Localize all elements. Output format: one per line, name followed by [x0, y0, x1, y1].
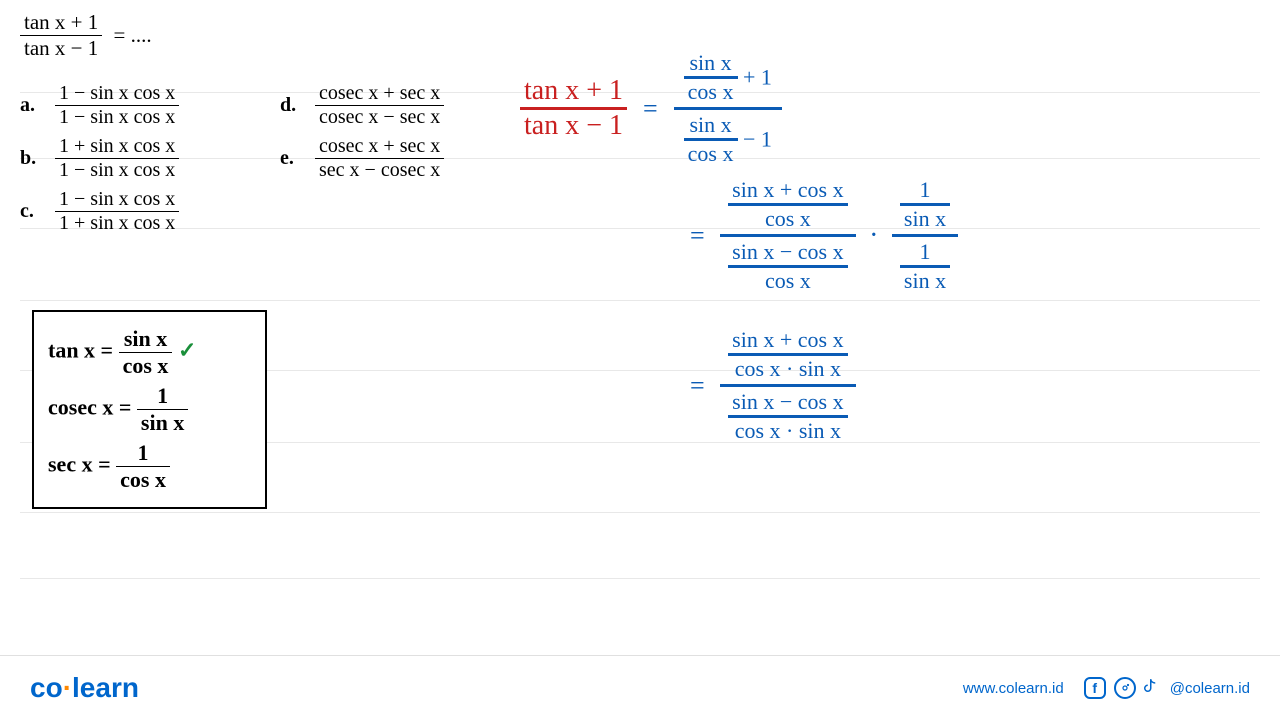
handwritten-step-3: = sin x + cos x cos x · sin x sin x − co…: [690, 325, 856, 446]
logo: co·learn: [30, 672, 139, 704]
option-c: c. 1 − sin x cos x 1 + sin x cos x: [20, 188, 179, 235]
content-area: tan x + 1 tan x − 1 = .... a. 1 − sin x …: [20, 0, 1260, 650]
tan-identity: tan x = sin x cos x ✓: [48, 326, 251, 379]
option-e: e. cosec x + sec x sec x − cosec x: [280, 135, 444, 182]
handwritten-step-1: tan x + 1 tan x − 1 = sin x cos x + 1 si…: [520, 48, 782, 169]
option-d: d. cosec x + sec x cosec x − sec x: [280, 82, 444, 129]
options-column-2: d. cosec x + sec x cosec x − sec x e. co…: [280, 82, 444, 188]
option-b: b. 1 + sin x cos x 1 − sin x cos x: [20, 135, 179, 182]
footer-url: www.colearn.id: [963, 680, 1064, 697]
problem-denominator: tan x − 1: [20, 36, 102, 61]
problem-numerator: tan x + 1: [20, 10, 102, 36]
identity-box: tan x = sin x cos x ✓ cosec x = 1 sin x …: [32, 310, 267, 509]
option-a: a. 1 − sin x cos x 1 − sin x cos x: [20, 82, 179, 129]
facebook-icon: f: [1084, 677, 1106, 699]
sec-identity: sec x = 1 cos x: [48, 440, 251, 493]
instagram-icon: [1114, 677, 1136, 699]
footer-handle: @colearn.id: [1170, 680, 1250, 697]
check-icon: ✓: [178, 338, 196, 363]
handwritten-step-2: = sin x + cos x cos x sin x − cos x cos …: [690, 175, 958, 296]
problem-statement: tan x + 1 tan x − 1 = ....: [20, 10, 152, 61]
options-column-1: a. 1 − sin x cos x 1 − sin x cos x b. 1 …: [20, 82, 179, 241]
tiktok-icon: [1144, 677, 1162, 699]
footer-right: www.colearn.id f @colearn.id: [963, 677, 1250, 699]
problem-equals: = ....: [114, 23, 152, 47]
cosec-identity: cosec x = 1 sin x: [48, 383, 251, 436]
footer: co·learn www.colearn.id f @colearn.id: [0, 655, 1280, 720]
social-icons: f @colearn.id: [1084, 677, 1250, 699]
